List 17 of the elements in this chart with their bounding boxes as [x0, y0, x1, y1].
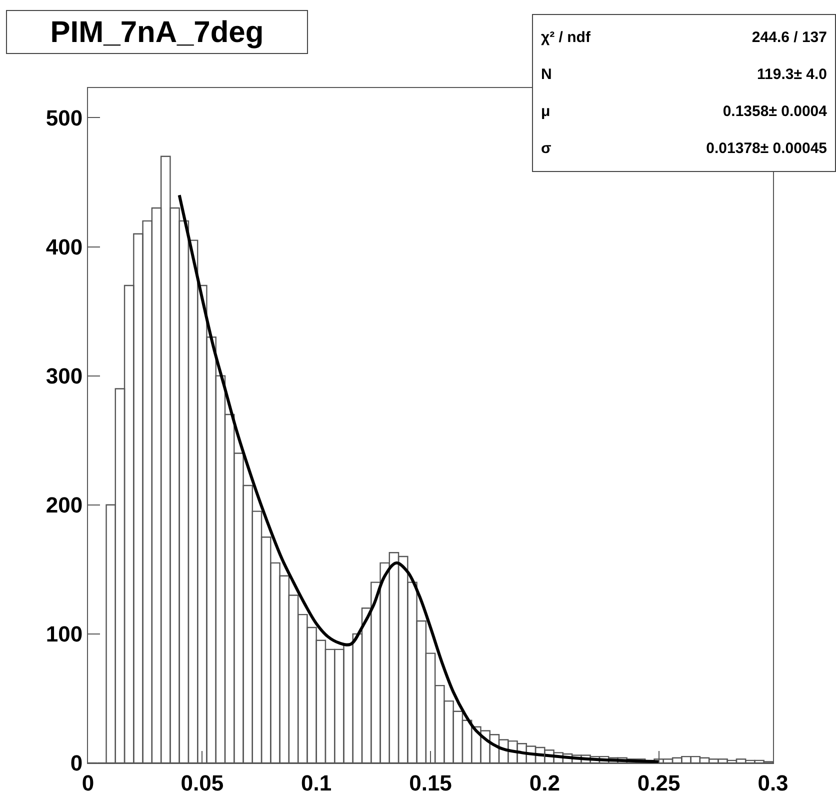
text: N 119.3± 4.0 [541, 66, 827, 83]
chart-title: PIM_7nA_7deg [6, 10, 308, 54]
y-tick-label: 300 [46, 364, 83, 389]
x-tick-label: 0.2 [529, 770, 560, 795]
y-tick-label: 100 [46, 622, 83, 647]
text: χ² / ndf 244.6 / 137 [541, 29, 827, 46]
x-tick-label: 0.1 [301, 770, 332, 795]
x-tick-label: 0.3 [758, 770, 788, 795]
y-tick-label: 500 [46, 105, 83, 130]
y-tick-label: 400 [46, 234, 83, 260]
text: σ 0.01378± 0.00045 [541, 140, 827, 157]
x-tick-label: 0.25 [637, 770, 680, 795]
x-tick-label: 0.05 [180, 770, 224, 795]
x-tick-label: 0.15 [409, 770, 452, 795]
text: μ 0.1358± 0.0004 [541, 103, 827, 120]
y-tick-label: 200 [46, 492, 83, 518]
y-tick-label: 0 [70, 750, 83, 776]
